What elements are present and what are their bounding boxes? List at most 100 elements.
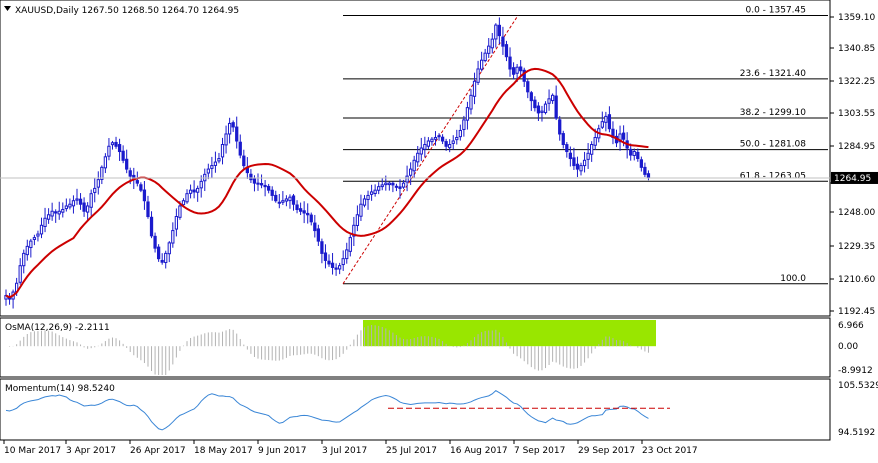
candle-body-bull	[71, 200, 76, 207]
candle-body-bear	[320, 241, 324, 254]
candle-body-bull	[550, 94, 555, 102]
ma-line	[5, 67, 649, 299]
candle-body-bull	[93, 187, 97, 193]
candle-body-bull	[46, 214, 51, 220]
candle-body-bear	[621, 132, 626, 140]
osma-highlight	[363, 320, 656, 347]
candle-body-bear	[323, 252, 328, 261]
date-tick-label: 3 Apr 2017	[66, 446, 116, 456]
candle-body-bear	[142, 189, 147, 202]
candle-body-bull	[618, 133, 622, 143]
date-tick-label: 9 Jun 2017	[258, 446, 306, 456]
candle-body-bull	[341, 258, 345, 266]
candle-body-bull	[68, 203, 72, 208]
candle-body-bull	[490, 38, 494, 49]
candle-body-bull	[437, 135, 441, 138]
candle-body-bull	[181, 200, 186, 206]
current-price-tag: 1264.95	[831, 171, 878, 184]
candle-body-bull	[188, 189, 193, 194]
candle-body-bull	[455, 136, 459, 141]
candle-body-bear	[267, 185, 271, 191]
candle-body-bull	[107, 145, 111, 157]
date-tick-label: 25 Jul 2017	[386, 446, 437, 456]
candle-body-bull	[540, 110, 544, 113]
candle-body-bull	[96, 179, 100, 188]
candle-body-bull	[451, 140, 455, 144]
candle-body-bull	[487, 45, 491, 54]
price-tick-label: 1322.25	[838, 77, 875, 87]
candle-body-bear	[149, 216, 154, 237]
candle-body-bull	[462, 119, 466, 130]
candle-body-bull	[167, 242, 171, 255]
candle-body-bear	[565, 144, 569, 153]
candle-body-bear	[156, 246, 161, 260]
candle-body-bull	[384, 182, 388, 186]
fib-label: 100.0	[780, 274, 806, 284]
candle-body-bear	[249, 173, 253, 181]
candle-body-bull	[469, 94, 473, 110]
price-tick-label: 1359.10	[838, 13, 875, 23]
candle-body-bear	[146, 201, 150, 218]
candle-body-bull	[412, 159, 416, 172]
candle-body-bear	[444, 141, 448, 147]
candle-body-bull	[369, 191, 374, 195]
candle-body-bull	[348, 237, 352, 252]
candle-body-bull	[479, 59, 484, 70]
candle-body-bull	[227, 122, 232, 135]
candle-body-bear	[508, 56, 512, 70]
candle-body-bull	[22, 252, 26, 267]
candle-body-bull	[206, 168, 210, 174]
candle-body-bull	[352, 224, 356, 237]
candle-body-bull	[373, 189, 377, 195]
candle-body-bear	[639, 159, 643, 168]
candle-body-bear	[554, 95, 558, 119]
candle-body-bear	[334, 267, 338, 270]
candle-body-bull	[547, 98, 551, 104]
candle-body-bull	[586, 152, 590, 160]
candle-body-bull	[32, 237, 37, 240]
osma-tick-label: 0.00	[838, 342, 858, 352]
candle-body-bull	[401, 182, 406, 188]
candle-body-bull	[355, 214, 360, 226]
candle-body-bull	[476, 68, 480, 83]
candle-body-bull	[89, 193, 93, 208]
price-tick-label: 1284.95	[838, 142, 875, 152]
candle-body-bear	[252, 178, 257, 184]
symbol-header: XAUUSD,Daily 1267.50 1268.50 1264.70 126…	[4, 6, 239, 16]
candle-body-bull	[281, 200, 285, 203]
date-tick-label: 23 Oct 2017	[642, 446, 698, 456]
candle-body-bear	[575, 163, 580, 170]
candle-body-bull	[103, 156, 108, 169]
candle-body-bear	[504, 44, 509, 58]
candle-body-bull	[405, 175, 409, 183]
osma-pane	[0, 317, 831, 378]
candle-body-bull	[210, 165, 214, 169]
candle-body-bear	[270, 189, 274, 196]
dropdown-triangle-icon[interactable]	[4, 6, 11, 11]
candle-body-bear	[330, 262, 335, 268]
candle-body-bear	[298, 208, 303, 212]
candle-body-bull	[472, 80, 477, 97]
price-tick-label: 1192.45	[838, 307, 875, 317]
candle-body-bear	[295, 204, 299, 210]
price-tick-label: 1229.35	[838, 242, 875, 252]
candle-body-bull	[224, 133, 228, 146]
candle-body-bull	[448, 144, 452, 149]
current-price-label: 1264.95	[834, 174, 871, 184]
candle-body-bull	[543, 103, 548, 114]
momentum-tick-label: 94.5192	[838, 428, 875, 438]
candle-body-bear	[572, 157, 576, 167]
candle-body-bear	[302, 210, 306, 214]
candle-body-bull	[632, 151, 636, 156]
candle-body-bear	[235, 126, 239, 142]
candle-body-bear	[121, 150, 125, 161]
candle-body-bear	[643, 166, 647, 175]
fib-label: 50.0 - 1281.08	[740, 140, 806, 150]
momentum-series	[5, 390, 649, 431]
candle-body-bull	[416, 152, 420, 163]
candle-body-bear	[536, 105, 541, 114]
osma-highlight-zone	[363, 320, 656, 347]
candle-body-bull	[39, 224, 44, 235]
